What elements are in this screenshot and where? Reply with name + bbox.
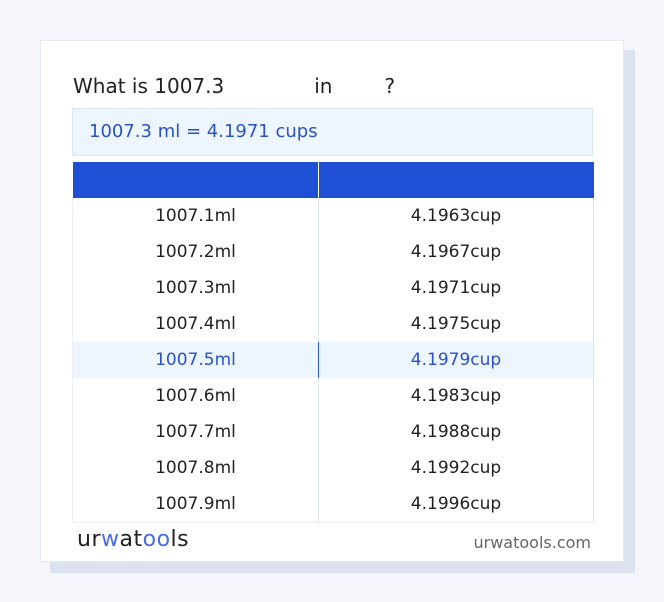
converter-card: What is 1007.3 in? 1007.3 ml = 4.1971 cup… [40,40,624,562]
cups-cell: 4.1963cup [318,198,594,234]
cups-cell: 4.1971cup [318,270,594,306]
cups-cell: 4.1988cup [318,414,594,450]
ml-cell: 1007.9ml [71,486,320,523]
ml-cell: 1007.3ml [71,270,320,306]
table-row: 1007.4ml 4.1975cup [71,306,594,342]
ml-cell: 1007.2ml [71,234,320,270]
column-header [72,162,320,198]
ml-cell: 1007.8ml [71,450,320,486]
site-link[interactable]: urwatools.com [473,533,592,552]
table-row: 1007.3ml 4.1971cup [71,270,594,306]
table-row: 1007.7ml 4.1988cup [71,414,594,450]
table-row: 1007.8ml 4.1992cup [71,450,594,486]
ml-cell: 1007.4ml [71,306,320,342]
table-row: 1007.5ml 4.1979cup [71,342,594,378]
conversion-result: 1007.3 ml = 4.1971 cups [72,108,593,156]
column-header [318,162,594,198]
cups-cell: 4.1992cup [318,450,594,486]
ml-cell: 1007.5ml [71,342,320,378]
cups-cell: 4.1983cup [318,378,594,414]
cups-cell: 4.1975cup [318,306,594,342]
cups-cell: 4.1996cup [318,486,594,523]
table-row: 1007.2ml 4.1967cup [71,234,594,270]
table-row: 1007.6ml 4.1983cup [71,378,594,414]
cups-cell: 4.1967cup [318,234,594,270]
cups-cell: 4.1979cup [318,342,594,378]
conversion-table: 1007.1ml 4.1963cup 1007.2ml 4.1967cup 1007.3… [71,162,594,523]
ml-cell: 1007.1ml [71,198,320,234]
table-row: 1007.9ml 4.1996cup [71,486,594,523]
page-title: What is 1007.3 in? [73,74,396,98]
urwatools-logo[interactable]: urwatools [77,527,190,552]
ml-cell: 1007.7ml [71,414,320,450]
table-row: 1007.1ml 4.1963cup [71,198,594,234]
ml-cell: 1007.6ml [71,378,320,414]
